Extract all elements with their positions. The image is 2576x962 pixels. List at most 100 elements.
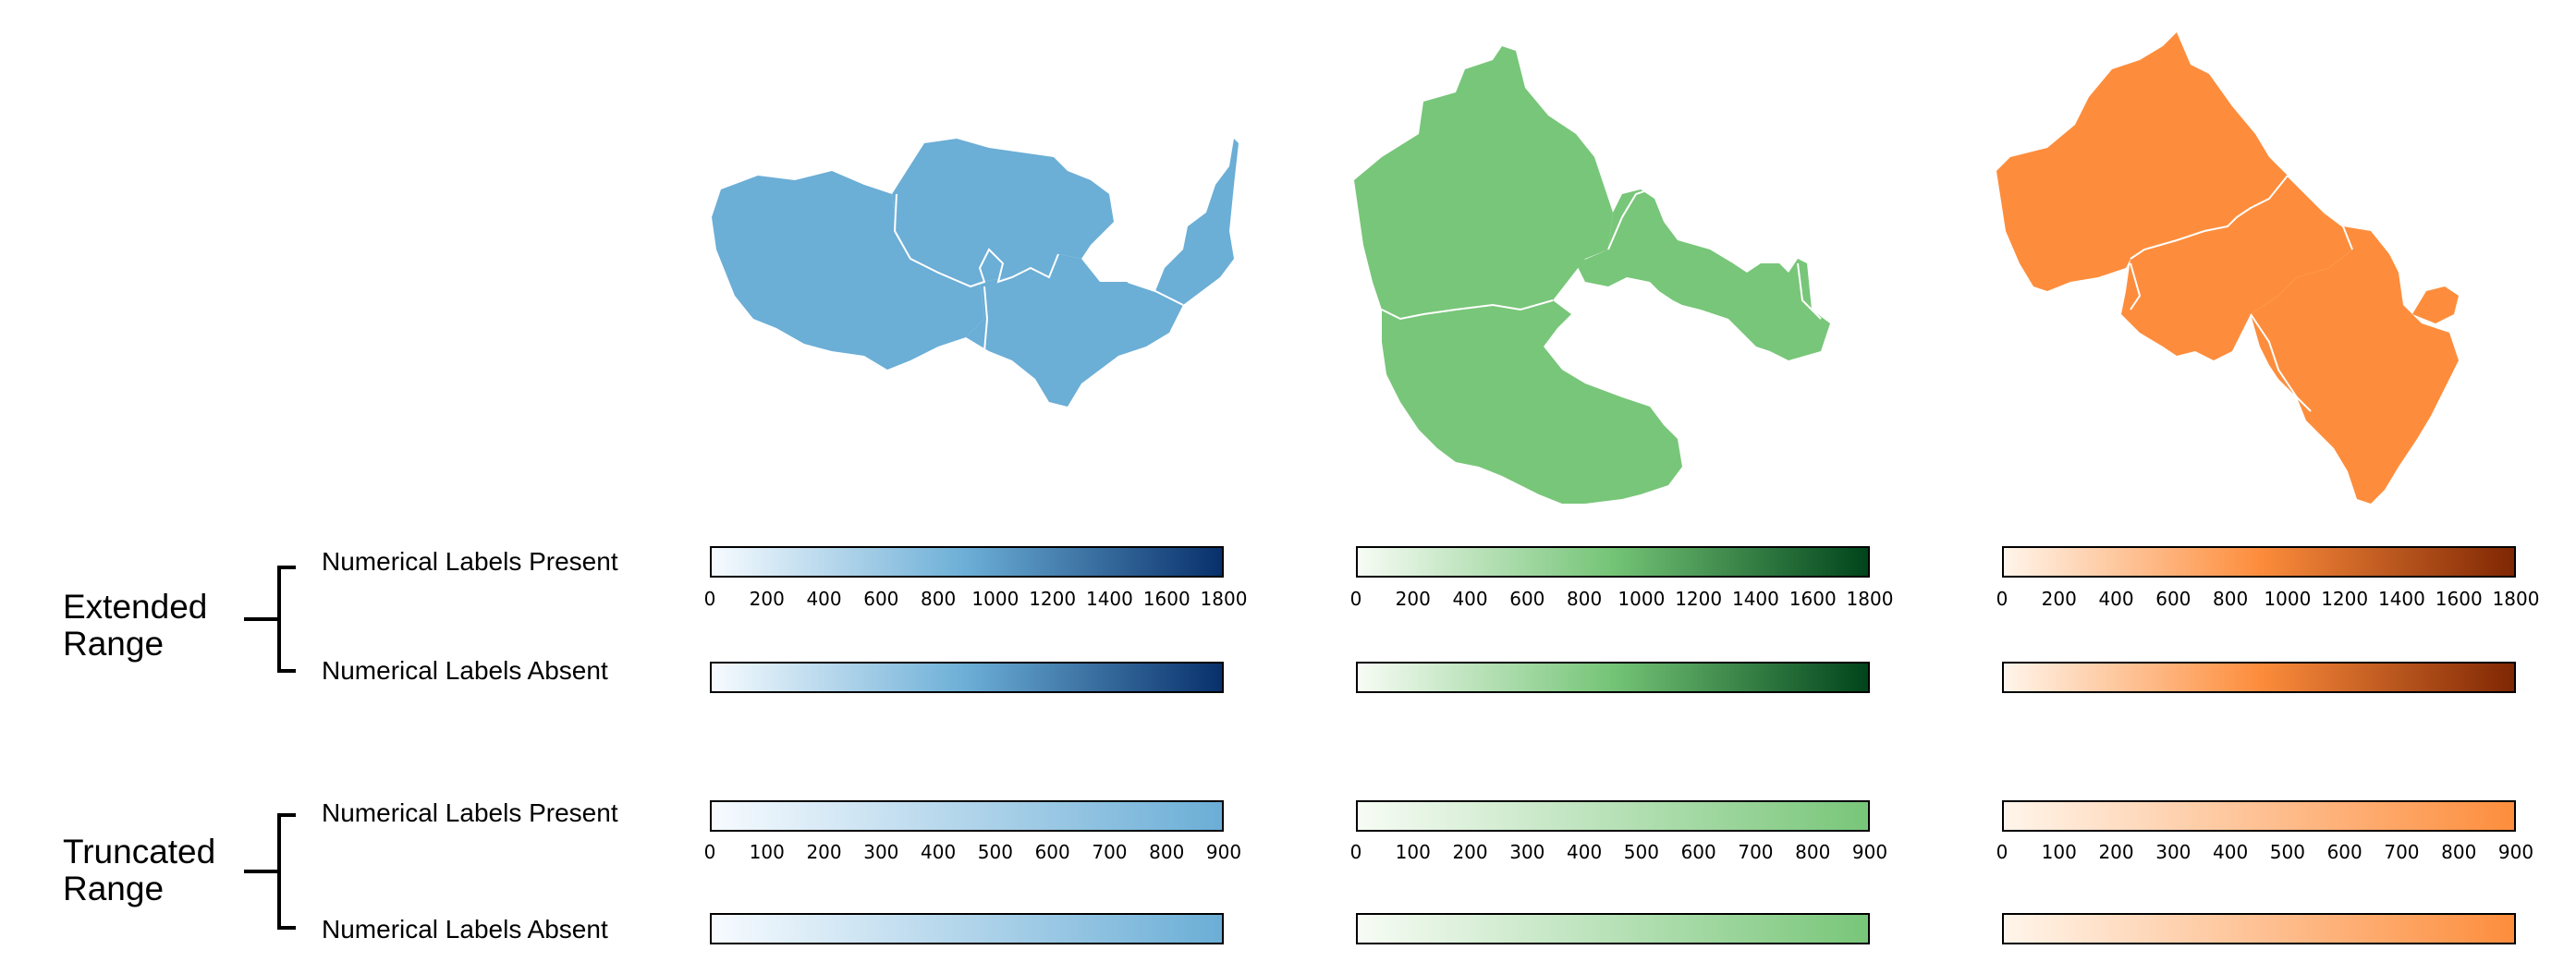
tick-label: 1800 bbox=[1846, 588, 1894, 610]
tick-label: 600 bbox=[1509, 588, 1545, 610]
tick-label: 600 bbox=[1680, 841, 1716, 863]
tick-label: 1200 bbox=[1029, 588, 1077, 610]
ticks-blue-extended: 0 200 400 600 800 1000 1200 1400 1600 1800 bbox=[704, 588, 1248, 615]
map-region-orange-far-east bbox=[2412, 286, 2459, 323]
tick-label: 100 bbox=[749, 841, 785, 863]
ticks-green-extended: 0 200 400 600 800 1000 1200 1400 1600 1800 bbox=[1350, 588, 1894, 615]
ticks-orange-truncated: 0 100 200 300 400 500 600 700 800 900 bbox=[1996, 841, 2533, 869]
tick-label: 0 bbox=[1349, 841, 1362, 863]
map-region-green-south bbox=[1382, 300, 1682, 504]
map-region-blue-west bbox=[712, 171, 984, 370]
tick-label: 500 bbox=[2269, 841, 2305, 863]
row-label-extended-absent: Numerical Labels Absent bbox=[322, 656, 608, 685]
tick-label: 500 bbox=[1623, 841, 1659, 863]
tick-label: 700 bbox=[2384, 841, 2420, 863]
colorbar-green-extended-present bbox=[1356, 546, 1870, 578]
tick-label: 800 bbox=[1149, 841, 1185, 863]
tick-label: 0 bbox=[1996, 588, 2008, 610]
tick-label: 800 bbox=[2213, 588, 2249, 610]
tick-label: 800 bbox=[1567, 588, 1603, 610]
tick-label: 700 bbox=[1738, 841, 1774, 863]
tick-label: 500 bbox=[977, 841, 1013, 863]
tick-label: 200 bbox=[1395, 588, 1431, 610]
tick-label: 1200 bbox=[2321, 588, 2369, 610]
tick-label: 300 bbox=[863, 841, 899, 863]
tick-label: 1000 bbox=[2264, 588, 2312, 610]
bracket-extended bbox=[244, 566, 296, 673]
tick-label: 1000 bbox=[1618, 588, 1666, 610]
tick-label: 400 bbox=[2213, 841, 2249, 863]
group-title-extended-line1: Extended bbox=[63, 588, 208, 626]
tick-label: 400 bbox=[2098, 588, 2134, 610]
map-region-blue-south bbox=[966, 254, 1183, 407]
tick-label: 200 bbox=[2041, 588, 2077, 610]
ticks-green-truncated: 0 100 200 300 400 500 600 700 800 900 bbox=[1350, 841, 1887, 869]
bracket-truncated bbox=[244, 813, 296, 930]
map-region-green-east bbox=[1576, 189, 1830, 360]
group-title-truncated: Truncated Range bbox=[63, 834, 215, 907]
tick-label: 600 bbox=[2326, 841, 2362, 863]
tick-label: 400 bbox=[1452, 588, 1488, 610]
tick-label: 800 bbox=[2441, 841, 2477, 863]
colorbar-green-truncated-absent bbox=[1356, 913, 1870, 944]
colorbar-orange-truncated-absent bbox=[2002, 913, 2516, 944]
tick-label: 800 bbox=[921, 588, 957, 610]
tick-label: 100 bbox=[2041, 841, 2077, 863]
colorbar-blue-truncated-absent bbox=[710, 913, 1224, 944]
tick-label: 800 bbox=[1795, 841, 1831, 863]
group-title-extended: Extended Range bbox=[63, 589, 207, 663]
tick-label: 400 bbox=[806, 588, 842, 610]
tick-label: 200 bbox=[1452, 841, 1488, 863]
colorbar-orange-truncated-present bbox=[2002, 800, 2516, 832]
tick-label: 1800 bbox=[1200, 588, 1248, 610]
map-region-blue-east bbox=[1155, 139, 1239, 305]
colorbar-green-extended-absent bbox=[1356, 662, 1870, 693]
map-region-orange-central bbox=[2121, 176, 2352, 360]
colorbar-green-truncated-present bbox=[1356, 800, 1870, 832]
tick-label: 0 bbox=[703, 841, 716, 863]
colorbar-blue-truncated-present bbox=[710, 800, 1224, 832]
group-title-truncated-line2: Range bbox=[63, 870, 165, 907]
tick-label: 1400 bbox=[1085, 588, 1133, 610]
tick-label: 900 bbox=[2497, 841, 2534, 863]
tick-label: 1800 bbox=[2492, 588, 2540, 610]
tick-label: 1400 bbox=[1731, 588, 1779, 610]
colorbar-orange-extended-present bbox=[2002, 546, 2516, 578]
tick-label: 1600 bbox=[1142, 588, 1190, 610]
tick-label: 300 bbox=[2155, 841, 2191, 863]
row-label-extended-present: Numerical Labels Present bbox=[322, 547, 618, 576]
map-region-blue-north bbox=[892, 139, 1114, 286]
tick-label: 1200 bbox=[1675, 588, 1723, 610]
tick-label: 200 bbox=[806, 841, 842, 863]
map-region-orange-east bbox=[2251, 226, 2459, 504]
colorbar-blue-extended-present bbox=[710, 546, 1224, 578]
tick-label: 600 bbox=[863, 588, 899, 610]
tick-label: 100 bbox=[1395, 841, 1431, 863]
group-title-extended-line2: Range bbox=[63, 625, 165, 663]
tick-label: 0 bbox=[703, 588, 716, 610]
tick-label: 1000 bbox=[971, 588, 1019, 610]
tick-label: 0 bbox=[1349, 588, 1362, 610]
tick-label: 1600 bbox=[2435, 588, 2483, 610]
tick-label: 900 bbox=[1205, 841, 1242, 863]
tick-label: 0 bbox=[1996, 841, 2008, 863]
tick-label: 600 bbox=[2155, 588, 2191, 610]
ticks-blue-truncated: 0 100 200 300 400 500 600 700 800 900 bbox=[704, 841, 1241, 869]
map-orange-regions bbox=[1996, 32, 2459, 504]
tick-label: 400 bbox=[921, 841, 957, 863]
tick-label: 200 bbox=[749, 588, 785, 610]
group-title-truncated-line1: Truncated bbox=[63, 833, 216, 871]
colorbar-orange-extended-absent bbox=[2002, 662, 2516, 693]
map-region-orange-north bbox=[1996, 32, 2288, 291]
tick-label: 200 bbox=[2098, 841, 2134, 863]
tick-label: 400 bbox=[1567, 841, 1603, 863]
ticks-orange-extended: 0 200 400 600 800 1000 1200 1400 1600 1800 bbox=[1996, 588, 2540, 615]
row-label-truncated-present: Numerical Labels Present bbox=[322, 798, 618, 827]
row-label-truncated-absent: Numerical Labels Absent bbox=[322, 915, 608, 944]
map-region-green-north bbox=[1354, 46, 1613, 319]
tick-label: 1600 bbox=[1789, 588, 1837, 610]
map-green-regions bbox=[1354, 46, 1830, 504]
colorbar-blue-extended-absent bbox=[710, 662, 1224, 693]
tick-label: 900 bbox=[1851, 841, 1888, 863]
map-blue-regions bbox=[712, 139, 1239, 407]
